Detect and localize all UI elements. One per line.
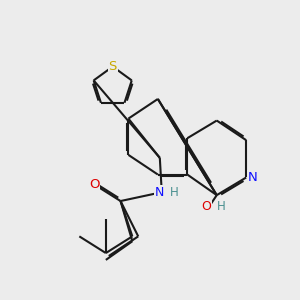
Text: N: N (248, 171, 257, 184)
Text: N: N (155, 186, 164, 199)
Text: H: H (170, 186, 178, 199)
Text: O: O (89, 178, 99, 191)
Text: H: H (217, 200, 226, 213)
Text: O: O (201, 200, 211, 213)
Text: S: S (109, 60, 117, 73)
